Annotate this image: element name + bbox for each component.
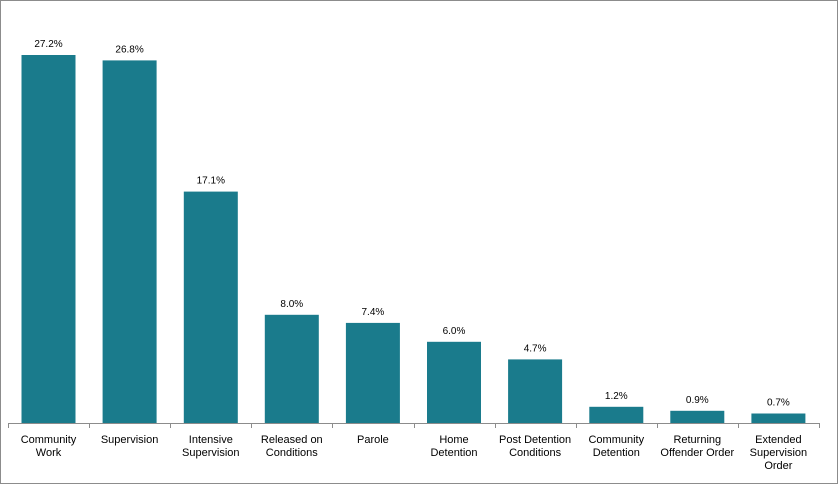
bar — [670, 410, 725, 423]
category-label: Released on Conditions — [261, 434, 323, 459]
category-label: Extended Supervision Order — [750, 434, 807, 472]
data-label: 0.7% — [767, 398, 790, 409]
bar — [751, 413, 806, 423]
data-label: 1.2% — [605, 391, 628, 402]
bar — [102, 60, 157, 424]
category-label: Returning Offender Order — [660, 434, 734, 459]
data-label: 0.9% — [686, 395, 709, 406]
bar — [508, 359, 563, 423]
category-label: Supervision — [101, 434, 158, 446]
bar — [427, 341, 481, 423]
category-label: Parole — [357, 434, 389, 446]
bar — [264, 314, 319, 423]
category-label: Community Detention — [588, 434, 644, 459]
data-label: 27.2% — [34, 39, 62, 50]
data-label: 17.1% — [197, 176, 225, 187]
data-label: 26.8% — [115, 44, 143, 55]
bars-layer — [21, 55, 806, 424]
category-label: Community Work — [21, 434, 77, 459]
bar — [21, 55, 76, 423]
category-label: Home Detention — [430, 434, 477, 459]
bar — [345, 322, 400, 423]
category-label: Intensive Supervision — [182, 434, 239, 459]
data-label: 6.0% — [443, 326, 466, 337]
x-axis-ticks — [8, 423, 820, 428]
bar — [589, 406, 644, 423]
bar — [183, 191, 238, 423]
data-label: 4.7% — [524, 343, 547, 354]
category-label: Post Detention Conditions — [499, 434, 571, 459]
data-label: 8.0% — [280, 299, 303, 310]
category-labels: Community Work Supervision Intensive Supervi… — [21, 434, 807, 472]
data-labels: 27.2% 26.8% 17.1% 8.0% 7.4% 6.0% 4.7% 1.2% 0.9% 0… — [34, 39, 790, 409]
data-label: 7.4% — [362, 307, 385, 318]
